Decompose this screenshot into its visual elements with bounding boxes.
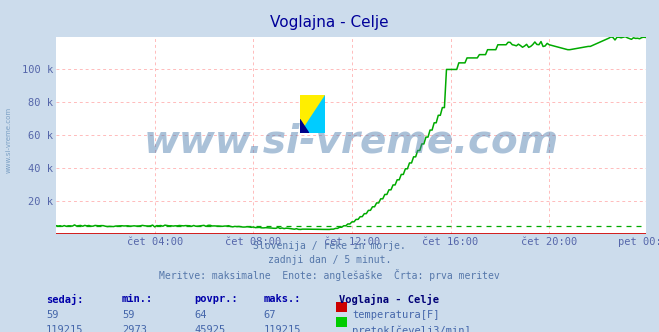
Text: povpr.:: povpr.:: [194, 294, 238, 304]
Text: Slovenija / reke in morje.: Slovenija / reke in morje.: [253, 241, 406, 251]
Text: Voglajna - Celje: Voglajna - Celje: [339, 294, 440, 305]
Text: 119215: 119215: [264, 325, 301, 332]
Text: temperatura[F]: temperatura[F]: [352, 310, 440, 320]
Text: Meritve: maksimalne  Enote: anglešaške  Črta: prva meritev: Meritve: maksimalne Enote: anglešaške Čr…: [159, 269, 500, 281]
Text: min.:: min.:: [122, 294, 153, 304]
Text: zadnji dan / 5 minut.: zadnji dan / 5 minut.: [268, 255, 391, 265]
Text: 59: 59: [122, 310, 134, 320]
Text: 59: 59: [46, 310, 59, 320]
Polygon shape: [300, 120, 308, 133]
Text: Voglajna - Celje: Voglajna - Celje: [270, 15, 389, 30]
Text: www.si-vreme.com: www.si-vreme.com: [143, 122, 559, 160]
Text: 67: 67: [264, 310, 276, 320]
Polygon shape: [300, 95, 325, 133]
Text: 45925: 45925: [194, 325, 225, 332]
Text: 119215: 119215: [46, 325, 84, 332]
Text: 2973: 2973: [122, 325, 147, 332]
Text: www.si-vreme.com: www.si-vreme.com: [5, 106, 12, 173]
Text: pretok[čevelj3/min]: pretok[čevelj3/min]: [352, 325, 471, 332]
Text: sedaj:: sedaj:: [46, 294, 84, 305]
Text: 64: 64: [194, 310, 207, 320]
Text: maks.:: maks.:: [264, 294, 301, 304]
